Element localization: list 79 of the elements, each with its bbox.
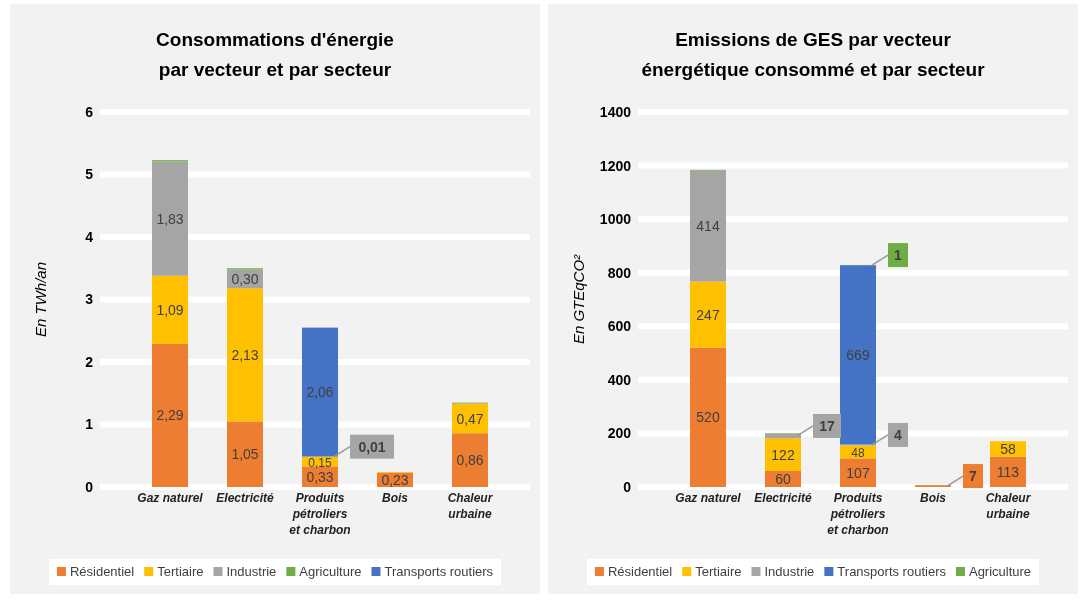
x-tick-label: Produits pétroliers et charbon [827, 491, 889, 537]
data-label: 0,47 [456, 410, 484, 427]
legend-label: Transports routiers [384, 564, 494, 579]
y-axis-title: En TWh/an [32, 261, 49, 338]
x-tick-label: Bois [919, 491, 947, 505]
y-axis-title: En GTEqCO² [570, 253, 587, 345]
data-label: 107 [846, 464, 870, 481]
legend-label: Industrie [226, 564, 277, 579]
data-label: 1,83 [156, 210, 184, 227]
data-label: 0,15 [308, 455, 332, 470]
bar [840, 265, 876, 445]
y-tick-label: 1 [85, 416, 94, 433]
legend-label: Résidentiel [69, 564, 135, 579]
bar [690, 281, 726, 348]
data-label: 0,01 [358, 438, 386, 455]
data-label: 2,29 [156, 407, 184, 424]
data-label: 2,13 [231, 346, 259, 363]
y-tick-label: 3 [85, 291, 94, 308]
legend-label: Tertiaire [157, 564, 204, 579]
x-tick-label: Produits pétroliers et charbon [289, 491, 351, 537]
bar [227, 288, 263, 422]
legend-label: Industrie [764, 564, 815, 579]
data-label: 113 [996, 463, 1020, 480]
x-tick-label: Chaleur urbaine [447, 491, 494, 521]
y-tick-label: 2 [85, 353, 94, 370]
y-tick-label: 6 [85, 103, 94, 120]
data-label: 0,33 [306, 468, 334, 485]
chart-title: Consommations d'énergie par vecteur et par secteur [156, 29, 394, 80]
x-tick-label: Electricité [754, 491, 812, 505]
y-tick-label: 1000 [599, 211, 632, 228]
y-tick-label: 5 [85, 166, 94, 183]
x-tick-label: Electricité [216, 491, 274, 505]
y-tick-label: 800 [607, 264, 632, 281]
data-label: 4 [894, 426, 903, 443]
legend-label: Tertiaire [695, 564, 742, 579]
data-label: 122 [771, 446, 795, 463]
bar [690, 170, 726, 282]
bar [152, 275, 188, 344]
data-label: 2,06 [306, 384, 334, 400]
legend-label: Agriculture [299, 564, 362, 579]
y-tick-label: 1200 [599, 157, 632, 174]
data-label: 60 [775, 470, 791, 487]
bar [152, 161, 188, 276]
data-label: 48 [851, 445, 865, 460]
x-tick-label: Bois [381, 491, 409, 505]
x-tick-label: Gaz naturel [137, 491, 204, 505]
y-tick-label: 400 [607, 371, 632, 388]
data-label: 414 [696, 218, 720, 235]
data-label: 1 [894, 247, 903, 264]
data-label: 58 [1000, 440, 1016, 457]
y-tick-label: 4 [85, 228, 94, 245]
data-label: 1,09 [156, 301, 184, 318]
data-label: 17 [819, 417, 835, 434]
x-tick-label: Chaleur urbaine [985, 491, 1032, 521]
bar [452, 433, 488, 487]
data-label: 247 [696, 306, 720, 323]
bar [452, 403, 488, 434]
bar [302, 327, 338, 457]
data-label: 0,23 [381, 471, 409, 488]
bar [152, 343, 188, 487]
data-label: 7 [969, 468, 978, 485]
bar [227, 421, 263, 487]
data-label: 0,86 [456, 452, 484, 469]
y-tick-label: 0 [623, 478, 632, 495]
bar [765, 438, 801, 471]
legend-label: Agriculture [968, 564, 1032, 579]
chart-title: Emissions de GES par vecteur énergétique consommé et par secteur [641, 29, 986, 80]
data-label: 1,05 [231, 446, 259, 463]
y-tick-label: 0 [85, 478, 94, 495]
data-label: 669 [846, 346, 870, 363]
y-tick-label: 1400 [599, 103, 632, 120]
x-tick-label: Gaz naturel [675, 491, 742, 505]
y-tick-label: 200 [607, 425, 632, 442]
bar [690, 347, 726, 487]
legend-label: Transports routiers [837, 564, 947, 579]
data-label: 520 [696, 409, 720, 426]
y-tick-label: 600 [607, 318, 632, 335]
data-label: 0,30 [231, 270, 259, 287]
legend-label: Résidentiel [607, 564, 673, 579]
